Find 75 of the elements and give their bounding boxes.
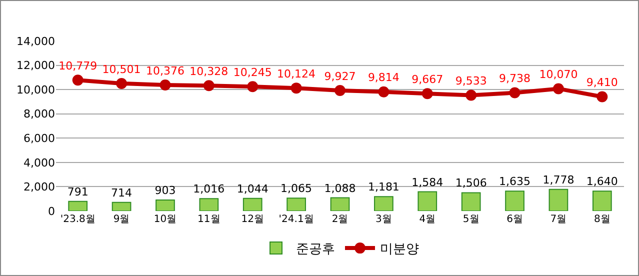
data-label: 10,376 <box>146 64 184 78</box>
y-tick-label: 12,000 <box>16 59 55 72</box>
y-tick-label: 4,000 <box>24 156 55 170</box>
data-label: 1,640 <box>586 175 618 188</box>
data-label: 10,779 <box>58 59 98 72</box>
x-tick-label: 8월 <box>594 214 610 225</box>
x-tick-label: 6월 <box>506 214 523 225</box>
data-label: 1,778 <box>542 173 574 186</box>
point <box>203 80 214 92</box>
data-label: 1,506 <box>455 176 487 190</box>
data-label: 10,328 <box>190 64 228 78</box>
x-tick-label: 9월 <box>113 214 130 225</box>
point <box>422 88 433 100</box>
y-tick-label: 14,000 <box>16 34 55 48</box>
legend-label: 미분양 <box>380 242 419 258</box>
point <box>509 87 520 98</box>
data-label: 1,181 <box>368 180 400 194</box>
data-label: 1,044 <box>236 182 268 196</box>
point <box>378 86 390 98</box>
data-label: 10,501 <box>102 62 141 76</box>
data-label: 1,065 <box>280 182 312 196</box>
point <box>247 81 258 92</box>
data-label: 9,667 <box>412 72 444 86</box>
bar <box>156 200 175 211</box>
x-tick-label: 3월 <box>376 214 392 225</box>
bar <box>68 200 88 211</box>
data-label: 714 <box>111 186 132 200</box>
x-tick-label: 2월 <box>332 214 348 225</box>
data-label: 1,016 <box>193 182 225 196</box>
data-label: 10,070 <box>539 68 578 82</box>
x-tick-label: 7월 <box>550 214 567 225</box>
y-tick-label: 0 <box>48 204 55 218</box>
bar <box>505 190 524 211</box>
bar <box>330 197 350 211</box>
data-label: 791 <box>67 185 88 198</box>
y-tick-label: 8,000 <box>24 108 55 121</box>
y-tick-label: 10,000 <box>16 83 55 96</box>
data-label: 9,814 <box>368 71 400 84</box>
x-tick-label: 5월 <box>462 214 480 225</box>
point <box>334 84 346 96</box>
point <box>466 90 477 101</box>
x-tick-label: 10월 <box>154 214 177 225</box>
legend-label: 준공후 <box>296 242 335 258</box>
bar <box>374 196 394 211</box>
x-tick-label: 11월 <box>198 214 220 225</box>
bar <box>461 192 481 211</box>
bar <box>418 191 438 211</box>
bar <box>548 188 568 211</box>
y-tick-label: 6,000 <box>24 132 55 145</box>
data-label: 1,635 <box>499 175 531 188</box>
y-tick-label: 2,000 <box>24 180 55 194</box>
bar <box>286 198 306 211</box>
x-tick-label: 4월 <box>419 214 436 225</box>
point <box>596 91 608 102</box>
data-label: 10,124 <box>277 67 316 80</box>
point <box>160 80 171 91</box>
point <box>290 82 302 94</box>
data-label: 9,410 <box>586 76 618 90</box>
point <box>116 78 128 89</box>
bar <box>242 198 262 211</box>
data-label: 903 <box>154 184 176 198</box>
data-label: 1,088 <box>324 182 356 195</box>
point <box>552 83 564 94</box>
data-label: 10,245 <box>233 66 272 79</box>
data-label: 9,738 <box>499 72 531 86</box>
bar <box>592 190 612 211</box>
data-label: 9,533 <box>455 74 487 88</box>
data-label: 1,584 <box>412 176 444 189</box>
x-tick-label: '23.8월 <box>60 214 96 225</box>
bar <box>199 198 219 211</box>
bar <box>112 202 132 211</box>
x-tick-label: '24.1월 <box>278 214 314 225</box>
data-label: 9,927 <box>324 70 356 83</box>
x-tick-label: 12월 <box>241 214 264 225</box>
point <box>72 74 84 86</box>
